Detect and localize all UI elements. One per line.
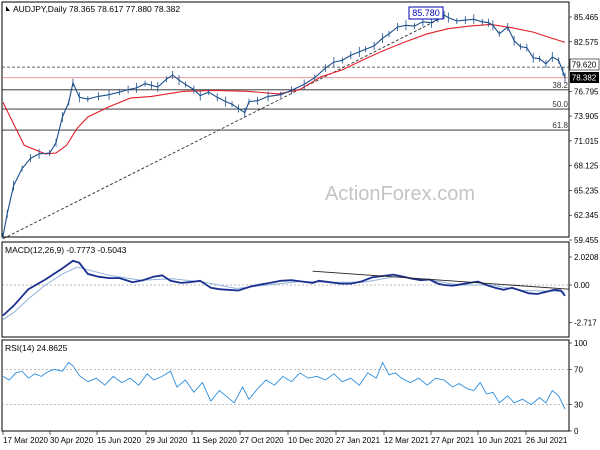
- y-tick-label: 30: [574, 401, 583, 410]
- y-tick-label: 85.465: [574, 13, 599, 22]
- x-tick-label: 17 Mar 2020: [3, 436, 48, 445]
- macd-signal-line: [2, 266, 566, 321]
- x-tick-label: 12 Mar 2021: [384, 436, 429, 445]
- level-price-tag: 79.620: [569, 58, 600, 71]
- high-label-text: 85.780: [412, 8, 440, 18]
- y-tick-label: 70: [574, 365, 583, 374]
- rsi-series: [2, 361, 566, 410]
- y-tick-label: 76.795: [574, 87, 599, 96]
- x-tick-label: 27 Oct 2020: [240, 436, 284, 445]
- y-tick-label: 65.235: [574, 186, 599, 195]
- current-price-tag-text: 78.382: [572, 74, 597, 83]
- moving-average-line: [2, 23, 566, 155]
- macd-main-line: [2, 259, 566, 317]
- macd-y-axis: 2.0208 0.00 -2.717: [569, 253, 599, 328]
- fib-level-label: 38.2: [552, 81, 568, 90]
- price-panel-frame: [1, 1, 570, 238]
- x-tick-label: 30 Apr 2020: [50, 436, 94, 445]
- y-tick-label: 0: [574, 427, 579, 436]
- x-tick-label: 27 Apr 2021: [431, 436, 475, 445]
- price-y-axis: 85.46582.57579.68576.79573.90571.01568.1…: [569, 13, 599, 245]
- rsi-y-axis: 100 70 30 0: [569, 339, 588, 436]
- x-tick-label: 10 Dec 2020: [288, 436, 334, 445]
- x-tick-label: 11 Sep 2020: [192, 436, 237, 445]
- y-tick-label: -2.717: [574, 319, 597, 328]
- y-tick-label: 68.125: [574, 162, 599, 171]
- fibonacci-labels: 38.2 50.0 61.8: [552, 81, 568, 130]
- x-tick-label: 27 Jan 2021: [336, 436, 381, 445]
- y-tick-label: 62.345: [574, 211, 599, 220]
- x-axis: 17 Mar 2020 30 Apr 2020 15 Jun 2020 29 Jul …: [2, 431, 568, 445]
- price-horizontal-levels: [2, 66, 569, 131]
- current-price-tag: 78.382: [570, 72, 599, 83]
- x-tick-label: 15 Jun 2020: [97, 436, 142, 445]
- macd-series: [2, 259, 566, 321]
- rsi-header: RSI(14) 24.8625: [5, 343, 68, 353]
- collapse-triangle-icon: [6, 6, 10, 11]
- y-tick-label: 82.575: [574, 38, 599, 47]
- x-tick-label: 26 Jul 2021: [526, 436, 568, 445]
- x-tick-label: 10 Jun 2021: [478, 436, 523, 445]
- level-price-tag-box: [569, 58, 600, 71]
- fib-level-label: 61.8: [552, 121, 568, 130]
- y-tick-label: 59.455: [574, 236, 599, 245]
- watermark: ActionForex.com: [325, 183, 475, 205]
- current-price-tag-box: [570, 72, 599, 83]
- y-tick-label: 73.905: [574, 112, 599, 121]
- price-header: AUDJPY,Daily 78.365 78.617 77.880 78.382: [6, 4, 180, 14]
- fib-level-label: 50.0: [552, 100, 568, 109]
- macd-trendline-segment: [312, 270, 570, 290]
- price-trendline: [2, 16, 445, 240]
- rsi-levels: [2, 369, 569, 405]
- y-tick-label: 0.00: [574, 281, 590, 290]
- level-price-tag-text: 79.620: [572, 61, 597, 70]
- y-tick-label: 71.015: [574, 137, 599, 146]
- price-series: [2, 10, 566, 240]
- rsi-line: [2, 361, 566, 410]
- y-tick-label: 100: [574, 339, 588, 348]
- price-line: [2, 14, 566, 237]
- macd-trendline: [312, 270, 570, 290]
- price-header-text: AUDJPY,Daily 78.365 78.617 77.880 78.382: [13, 4, 180, 14]
- macd-panel-frame: [1, 241, 570, 338]
- high-label-box: [408, 6, 444, 20]
- y-tick-label: 2.0208: [574, 253, 599, 262]
- price-trendline-segment: [2, 16, 445, 240]
- rsi-panel-frame: [1, 339, 570, 432]
- macd-header: MACD(12,26,9) -0.7773 -0.5043: [5, 245, 127, 255]
- x-tick-label: 29 Jul 2020: [146, 436, 188, 445]
- high-label: 85.780: [408, 6, 444, 20]
